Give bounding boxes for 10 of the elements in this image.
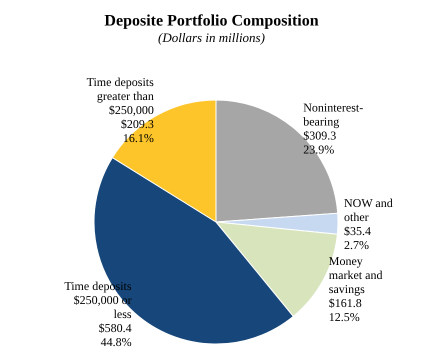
data-label: $580.4 44.8% <box>98 321 132 349</box>
data-label: $35.4 2.7% <box>344 224 371 252</box>
slice-label: Money market and savings <box>328 254 382 296</box>
slice-label: Noninterest- bearing <box>303 100 364 128</box>
slice-label: Time deposits greater than $250,000 <box>86 75 154 118</box>
data-label: $161.8 12.5% <box>328 296 362 324</box>
data-label: $309.3 23.9% <box>303 128 336 156</box>
slice-label: NOW and other <box>344 196 393 224</box>
chart-subtitle: (Dollars in millions) <box>158 30 265 45</box>
chart-title: Deposite Portfolio Composition <box>104 12 319 30</box>
